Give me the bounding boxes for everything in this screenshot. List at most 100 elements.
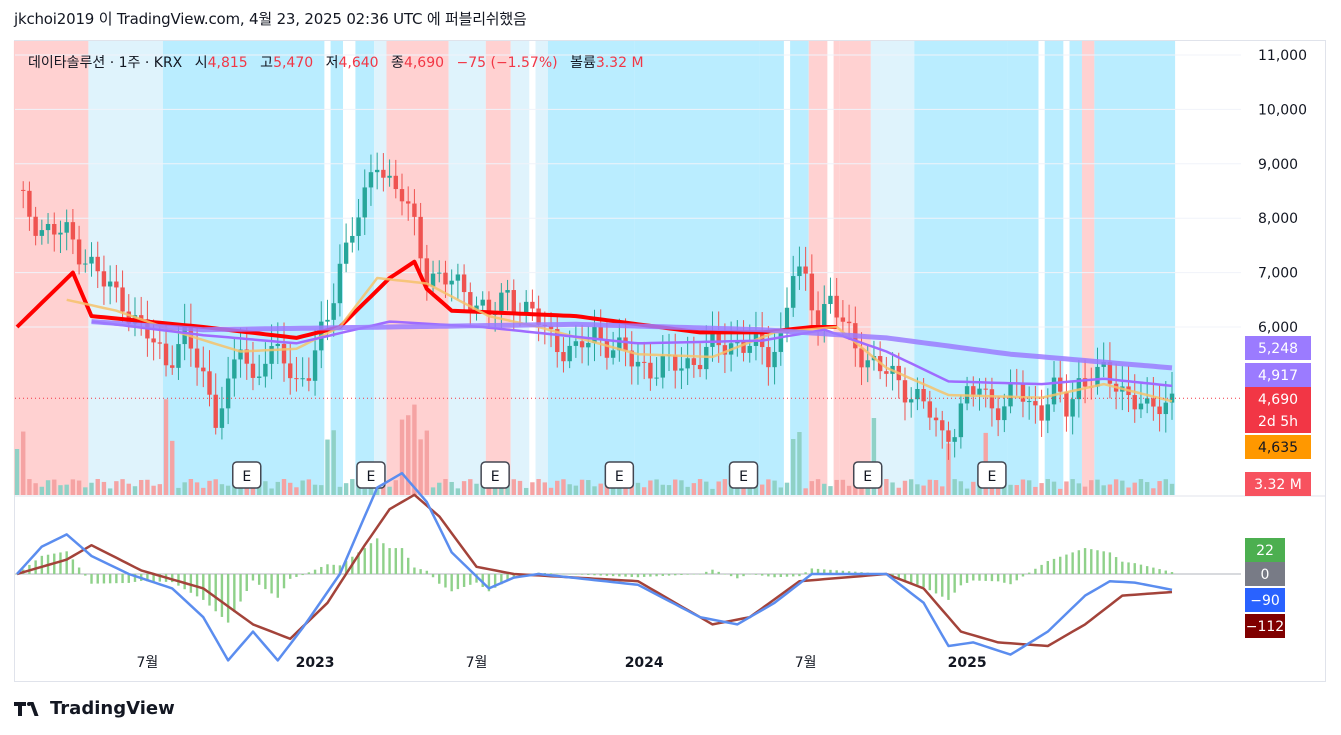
candle-body xyxy=(946,430,951,442)
macd-histogram-bar xyxy=(785,574,789,577)
macd-histogram-bar xyxy=(835,570,838,574)
candle xyxy=(356,199,361,251)
candle xyxy=(1051,361,1057,412)
macd-histogram-bar xyxy=(736,574,739,579)
candle-body xyxy=(39,230,45,236)
macd-histogram-bar xyxy=(369,543,373,574)
macd-histogram-bar xyxy=(916,574,919,585)
macd-histogram-bar xyxy=(661,574,665,576)
volume-bar xyxy=(1039,483,1044,495)
volume-bar xyxy=(840,479,846,495)
candle xyxy=(70,209,76,255)
candle-body xyxy=(567,345,572,362)
macd-histogram-bar xyxy=(146,574,149,582)
candle-body xyxy=(89,256,94,264)
candle-body xyxy=(1033,401,1038,406)
macd-histogram-bar xyxy=(400,548,404,574)
price-label-text: 3.32 M xyxy=(1254,477,1302,493)
volume-bar xyxy=(958,481,964,495)
volume-bar xyxy=(505,484,510,495)
candle-body xyxy=(704,346,709,370)
volume-bar xyxy=(176,487,181,495)
macd-histogram-bar xyxy=(1027,572,1031,574)
high-value: 5,470 xyxy=(273,55,314,71)
macd-histogram-bar xyxy=(965,574,969,583)
x-tick-label: 7월 xyxy=(137,655,159,671)
candle-body xyxy=(250,363,256,378)
earnings-marker-box xyxy=(604,461,635,489)
candle-body xyxy=(219,408,225,428)
volume-bar xyxy=(704,481,709,495)
candle xyxy=(778,312,783,366)
candle-body xyxy=(617,337,622,351)
candle-body xyxy=(213,394,218,428)
candle-body xyxy=(1163,402,1168,415)
macd-histogram-bar xyxy=(680,574,683,575)
volume-bar xyxy=(1163,479,1168,495)
macd-histogram-bar xyxy=(568,574,571,575)
candle xyxy=(828,277,833,314)
earnings-marker-box xyxy=(356,461,386,489)
earnings-marker: E xyxy=(852,461,883,489)
volume-bar xyxy=(350,479,355,495)
macd-histogram-bar xyxy=(251,574,255,581)
candle xyxy=(865,344,870,383)
volume-bar xyxy=(170,440,175,495)
volume-bar xyxy=(424,430,430,495)
candle xyxy=(1002,393,1007,433)
background-band xyxy=(759,41,784,495)
macd-histogram-bar xyxy=(636,574,640,578)
background-band xyxy=(13,41,89,495)
candle xyxy=(946,421,951,460)
candle-body xyxy=(201,367,206,372)
candle xyxy=(95,241,100,289)
volume-bar xyxy=(219,484,225,495)
symbol-name[interactable]: 데이타솔루션 · 1주 · KRX xyxy=(28,55,183,71)
volume-bar xyxy=(468,479,473,495)
background-band xyxy=(547,41,635,495)
macd-histogram-bar xyxy=(686,574,689,575)
macd-histogram-bar xyxy=(375,538,379,574)
candle-body xyxy=(673,354,678,371)
candle-body xyxy=(281,343,287,364)
candle xyxy=(52,212,57,252)
candle-body xyxy=(95,256,100,272)
earnings-marker-label: E xyxy=(367,469,376,485)
candle-body xyxy=(232,359,237,379)
x-tick-label: 2023 xyxy=(296,655,335,671)
candle-body xyxy=(356,217,361,236)
volume-bar xyxy=(1051,481,1057,495)
volume-bar xyxy=(1026,480,1032,495)
candle-body xyxy=(443,272,448,285)
macd-histogram-bar xyxy=(599,574,602,576)
macd-histogram-bar xyxy=(1003,574,1006,583)
macd-histogram-bar xyxy=(928,574,932,591)
macd-histogram-bar xyxy=(431,574,435,578)
macd-histogram-bar xyxy=(295,574,298,577)
candle xyxy=(300,357,305,387)
volume-bar xyxy=(163,399,169,495)
candle-body xyxy=(1138,403,1144,410)
volume-bar xyxy=(1033,486,1038,495)
volume-bar xyxy=(548,487,554,495)
volume-bar xyxy=(412,404,417,495)
volume-bar xyxy=(430,487,436,495)
macd-label-bg xyxy=(1245,588,1285,612)
candle-body xyxy=(952,437,957,442)
tradingview-logo[interactable]: TradingView xyxy=(14,698,175,719)
macd-histogram-bar xyxy=(226,574,230,623)
candle xyxy=(207,350,212,407)
background-band xyxy=(355,41,375,495)
candle-body xyxy=(908,399,914,403)
macd-histogram-bar xyxy=(177,574,180,586)
candle xyxy=(641,341,647,380)
earnings-marker-box xyxy=(232,461,262,489)
candle-body xyxy=(710,333,715,347)
macd-histogram-bar xyxy=(630,574,633,577)
candle xyxy=(58,220,63,253)
macd-histogram-bar xyxy=(587,574,590,575)
candle-body xyxy=(1064,391,1069,417)
volume-bar xyxy=(294,487,299,495)
volume-bar xyxy=(648,480,653,495)
